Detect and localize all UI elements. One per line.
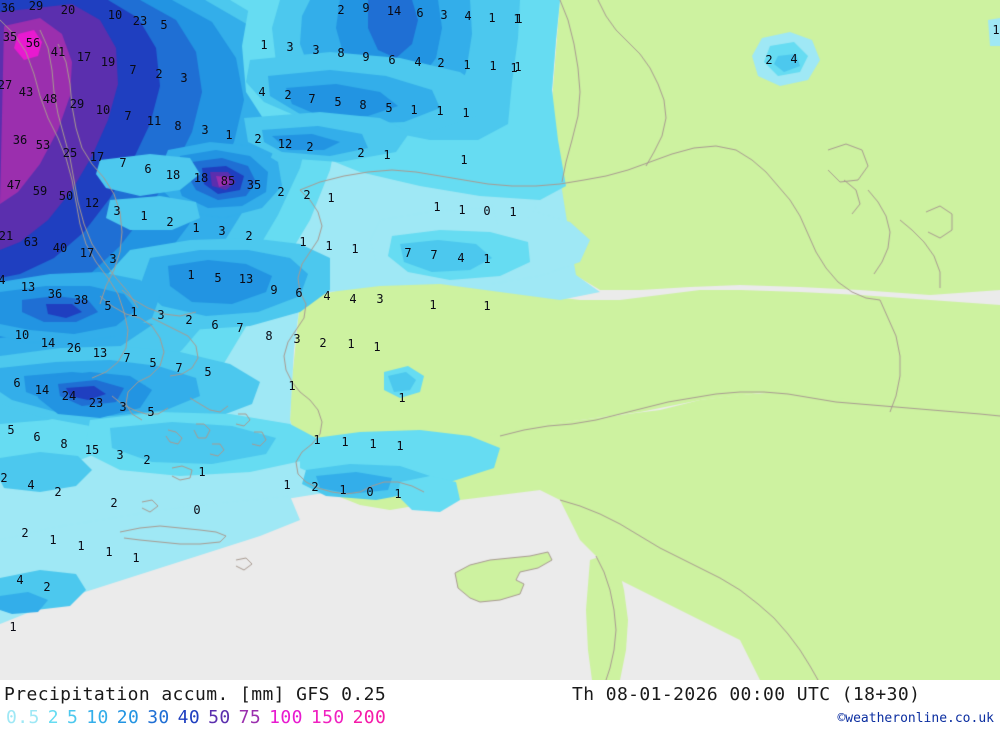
legend-step-10: 10 (86, 707, 109, 728)
chart-title: Precipitation accum. [mm] GFS 0.25 (4, 684, 387, 705)
valid-datetime: Th 08-01-2026 00:00 UTC (18+30) (572, 684, 921, 705)
legend-step-200: 200 (352, 707, 387, 728)
legend-step-20: 20 (116, 707, 140, 728)
legend-step-150: 150 (310, 707, 345, 728)
legend-step-2: 2 (47, 707, 59, 728)
legend-step-100: 100 (269, 707, 303, 728)
legend-step-40: 40 (177, 707, 201, 728)
legend-step-30: 30 (147, 707, 170, 728)
legend-step-5: 5 (66, 707, 79, 728)
precipitation-raster-canvas[interactable] (0, 0, 1000, 680)
precipitation-map[interactable]: 36 29 20 10 23 5 35 56 41 17 19 7 2 3 27 43 48 29 10 7 11 8 3 1… (0, 0, 1000, 680)
legend-step-0.5: 0.5 (6, 707, 40, 728)
color-scale-legend: 0.5 2 5 10 20 30 40 50 75 100 150 200 (6, 707, 394, 728)
legend-step-50: 50 (208, 707, 231, 728)
copyright-notice: ©weatheronline.co.uk (837, 711, 994, 726)
map-footer: Precipitation accum. [mm] GFS 0.25 Th 08… (0, 680, 1000, 733)
legend-step-75: 75 (238, 707, 262, 728)
